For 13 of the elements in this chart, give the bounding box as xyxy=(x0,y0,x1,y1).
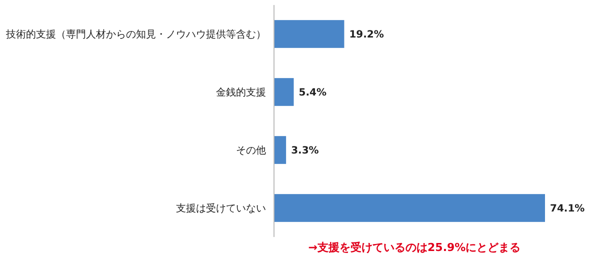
data-label: 19.2% xyxy=(349,30,384,40)
data-label: 74.1% xyxy=(550,204,585,214)
y-tick-label: 支援は受けていない xyxy=(176,202,266,214)
y-tick-label: その他 xyxy=(236,144,266,156)
data-label: 3.3% xyxy=(291,146,319,156)
bar xyxy=(274,194,545,222)
y-tick-label: 技術的支援（専門人材からの知見・ノウハウ提供等含む） xyxy=(5,28,266,40)
bar xyxy=(274,136,286,164)
y-tick-label: 金銭的支援 xyxy=(216,86,266,98)
bar xyxy=(274,78,294,106)
text: →支援を受けているのは25.9%にとどまる xyxy=(308,241,521,254)
bar xyxy=(274,20,344,48)
data-label: 5.4% xyxy=(298,88,326,98)
